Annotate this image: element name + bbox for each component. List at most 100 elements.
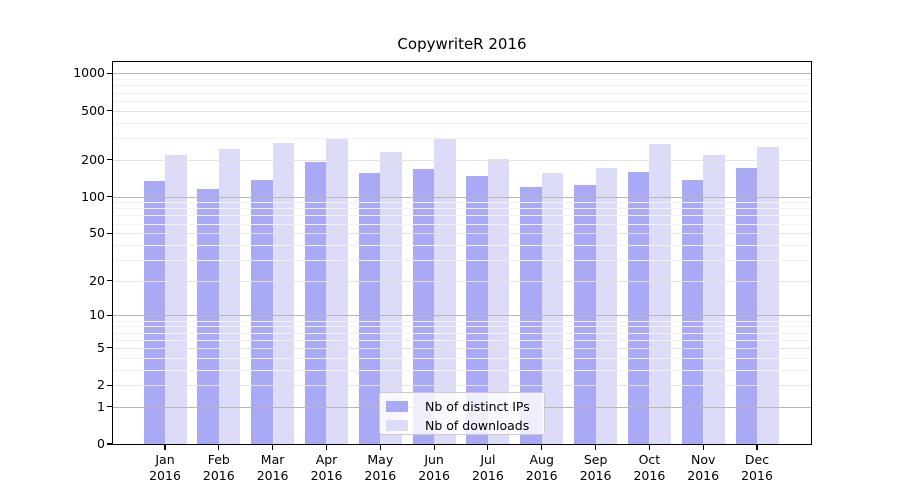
x-tick-mark-nov-2016 bbox=[702, 445, 704, 450]
gridline-100 bbox=[113, 196, 811, 198]
bar-may-2016-downloads bbox=[380, 152, 402, 444]
y-tick-label-500: 500 bbox=[81, 102, 105, 118]
gridline-minor-600 bbox=[113, 100, 811, 102]
gridline-minor-900 bbox=[113, 79, 811, 81]
legend-swatch-distinct-ips bbox=[386, 400, 408, 412]
y-tick-mark-200 bbox=[107, 159, 113, 161]
legend-label-downloads: Nb of downloads bbox=[425, 417, 530, 433]
bar-aug-2016-downloads bbox=[541, 172, 564, 444]
y-tick-label-1000: 1000 bbox=[73, 65, 105, 81]
gridline-minor-6 bbox=[113, 339, 811, 341]
x-tick-mark-apr-2016 bbox=[325, 445, 328, 450]
legend-row-downloads: Nb of downloads bbox=[386, 417, 544, 433]
y-tick-label-10: 10 bbox=[89, 307, 105, 323]
gridline-minor-4 bbox=[113, 357, 811, 359]
bar-may-2016-distinct-ips bbox=[358, 173, 381, 444]
x-tick-label-may-2016: May 2016 bbox=[364, 452, 397, 483]
y-tick-label-200: 200 bbox=[81, 151, 105, 167]
y-tick-label-50: 50 bbox=[89, 225, 105, 241]
bar-apr-2016-downloads bbox=[326, 138, 348, 444]
gridline-minor-80 bbox=[113, 208, 811, 210]
x-tick-mark-sep-2016 bbox=[595, 445, 597, 450]
y-tick-label-100: 100 bbox=[81, 188, 105, 204]
bar-dec-2016-distinct-ips bbox=[735, 168, 758, 444]
bar-jul-2016-distinct-ips bbox=[466, 175, 488, 444]
gridline-5 bbox=[113, 347, 811, 349]
bar-mar-2016-downloads bbox=[272, 142, 295, 444]
x-tick-label-apr-2016: Apr 2016 bbox=[310, 452, 343, 483]
bar-sep-2016-distinct-ips bbox=[574, 185, 596, 444]
y-tick-mark-5 bbox=[107, 347, 113, 349]
gridline-50 bbox=[113, 233, 811, 235]
bar-jun-2016-distinct-ips bbox=[412, 169, 435, 444]
gridline-minor-90 bbox=[113, 202, 811, 204]
x-tick-label-jan-2016: Jan 2016 bbox=[149, 452, 181, 483]
bar-mar-2016-distinct-ips bbox=[251, 179, 273, 444]
x-tick-mark-feb-2016 bbox=[218, 445, 220, 450]
bar-jan-2016-downloads bbox=[165, 154, 187, 444]
bar-feb-2016-downloads bbox=[218, 149, 241, 444]
y-tick-mark-500 bbox=[107, 110, 113, 112]
x-tick-mark-mar-2016 bbox=[272, 445, 274, 450]
legend-swatch-downloads bbox=[386, 419, 408, 431]
legend: Nb of distinct IPs Nb of downloads bbox=[379, 392, 545, 435]
y-tick-mark-1 bbox=[107, 406, 113, 408]
gridline-1000 bbox=[113, 73, 811, 75]
x-tick-label-oct-2016: Oct 2016 bbox=[633, 452, 666, 483]
x-tick-label-jul-2016: Jul 2016 bbox=[471, 452, 504, 483]
gridline-20 bbox=[113, 280, 811, 282]
x-tick-mark-jul-2016 bbox=[487, 445, 489, 450]
bar-feb-2016-distinct-ips bbox=[197, 189, 219, 444]
x-tick-label-mar-2016: Mar 2016 bbox=[256, 452, 289, 483]
y-tick-label-20: 20 bbox=[89, 272, 105, 288]
bar-sep-2016-downloads bbox=[595, 168, 618, 444]
x-tick-mark-dec-2016 bbox=[756, 445, 758, 450]
plot-area: Nb of distinct IPs Nb of downloads bbox=[112, 61, 812, 445]
x-tick-label-sep-2016: Sep 2016 bbox=[579, 452, 612, 483]
y-tick-mark-1000 bbox=[107, 72, 113, 74]
y-tick-mark-2 bbox=[107, 384, 113, 386]
gridline-minor-300 bbox=[113, 137, 811, 139]
gridline-minor-7 bbox=[113, 332, 811, 334]
gridline-500 bbox=[113, 110, 811, 112]
y-tick-mark-50 bbox=[107, 232, 113, 234]
plot-inner bbox=[113, 62, 811, 444]
x-tick-label-jun-2016: Jun 2016 bbox=[418, 452, 450, 483]
x-tick-mark-oct-2016 bbox=[648, 445, 650, 450]
y-tick-mark-10 bbox=[107, 314, 113, 316]
y-tick-label-5: 5 bbox=[97, 339, 105, 355]
x-tick-mark-may-2016 bbox=[379, 445, 381, 450]
y-tick-mark-20 bbox=[107, 280, 113, 282]
bar-nov-2016-downloads bbox=[703, 155, 725, 444]
y-tick-label-1: 1 bbox=[97, 398, 105, 414]
y-tick-label-2: 2 bbox=[97, 377, 105, 393]
gridline-200 bbox=[113, 159, 811, 161]
bar-jul-2016-downloads bbox=[487, 159, 510, 444]
gridline-minor-400 bbox=[113, 122, 811, 124]
x-tick-label-dec-2016: Dec 2016 bbox=[741, 452, 773, 483]
x-tick-mark-jun-2016 bbox=[433, 445, 435, 450]
gridline-minor-30 bbox=[113, 259, 811, 261]
x-tick-label-aug-2016: Aug 2016 bbox=[525, 452, 558, 483]
x-tick-label-nov-2016: Nov 2016 bbox=[687, 452, 720, 483]
bar-nov-2016-distinct-ips bbox=[681, 179, 704, 444]
bar-dec-2016-downloads bbox=[757, 146, 779, 444]
bar-jun-2016-downloads bbox=[434, 138, 456, 444]
y-tick-label-0: 0 bbox=[97, 436, 105, 451]
bar-oct-2016-distinct-ips bbox=[627, 172, 650, 444]
gridline-2 bbox=[113, 385, 811, 387]
x-tick-label-feb-2016: Feb 2016 bbox=[202, 452, 235, 483]
x-tick-mark-jan-2016 bbox=[164, 445, 166, 450]
bar-apr-2016-distinct-ips bbox=[304, 162, 327, 444]
gridline-minor-700 bbox=[113, 92, 811, 94]
legend-row-distinct-ips: Nb of distinct IPs bbox=[386, 398, 544, 414]
y-tick-mark-0 bbox=[107, 443, 113, 445]
gridline-minor-70 bbox=[113, 215, 811, 217]
gridline-minor-3 bbox=[113, 369, 811, 371]
gridline-minor-800 bbox=[113, 85, 811, 87]
gridline-10 bbox=[113, 315, 811, 317]
bar-jan-2016-distinct-ips bbox=[143, 181, 165, 444]
legend-label-distinct-ips: Nb of distinct IPs bbox=[425, 398, 530, 414]
gridline-minor-9 bbox=[113, 320, 811, 322]
